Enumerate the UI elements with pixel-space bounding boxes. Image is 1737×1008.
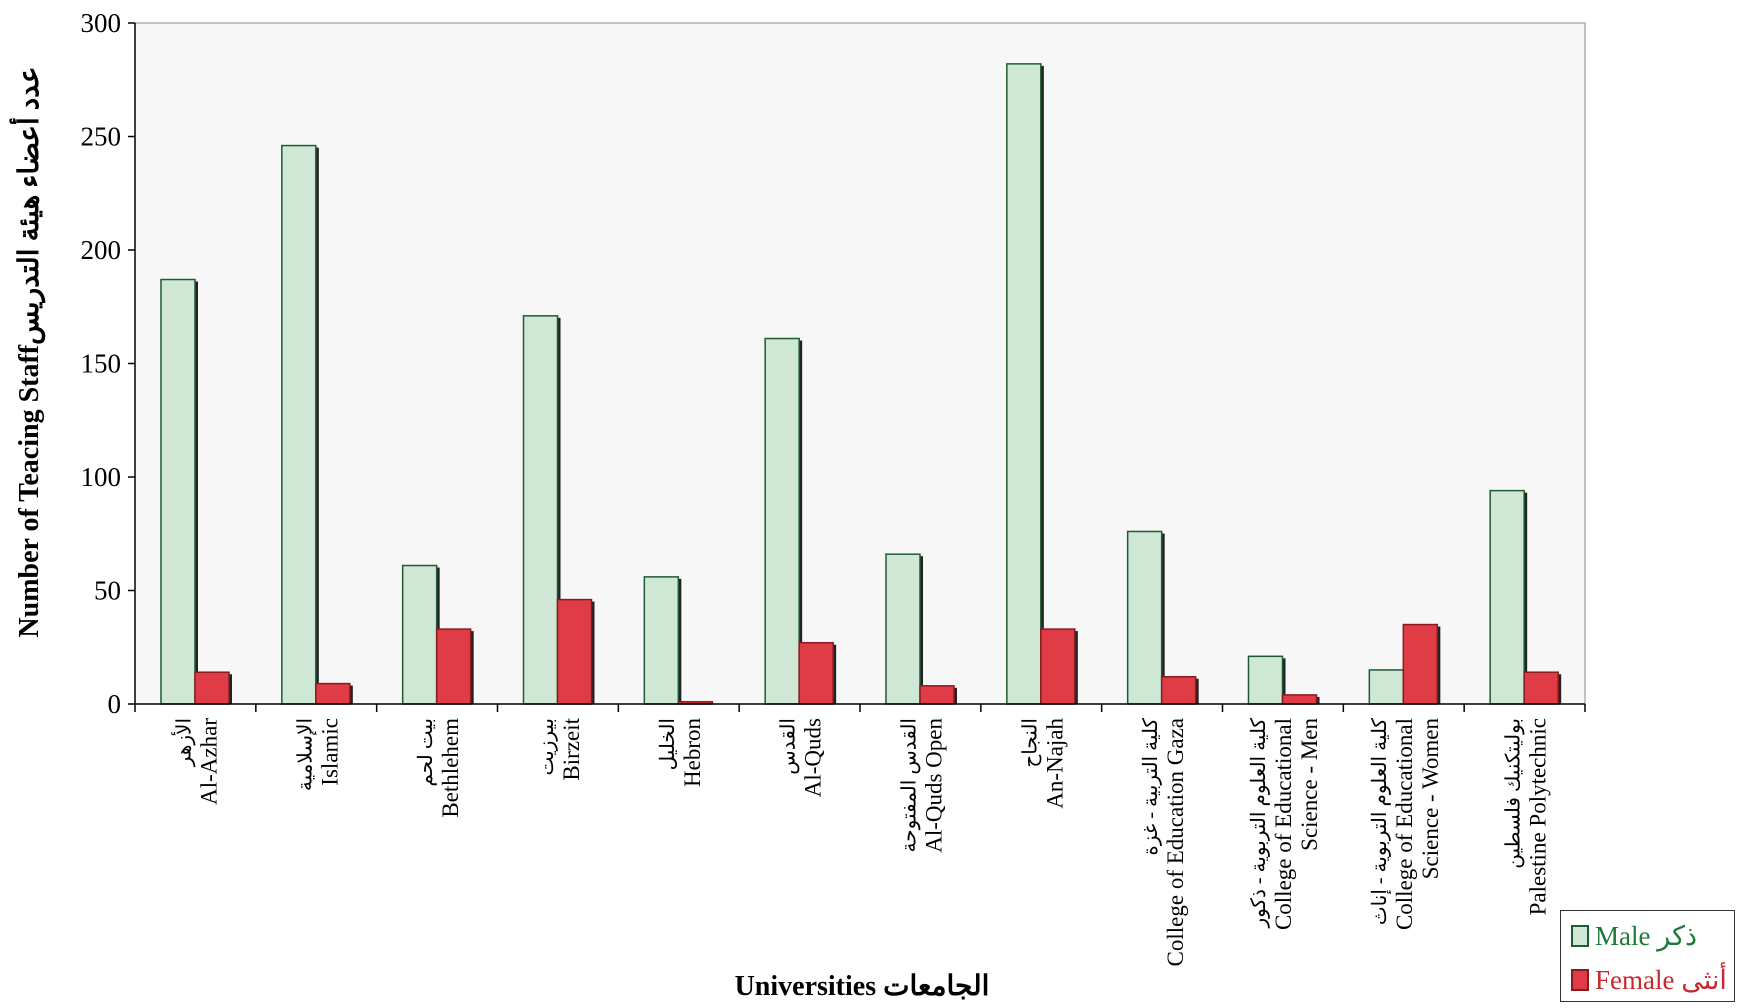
bar-male-9 bbox=[1249, 656, 1283, 704]
bar-female-0 bbox=[195, 672, 229, 704]
y-tick-label: 250 bbox=[81, 122, 122, 152]
x-category-label-en: Science - Men bbox=[1297, 718, 1322, 851]
male-swatch-icon bbox=[1571, 925, 1589, 947]
bar-male-11 bbox=[1490, 491, 1524, 704]
x-category-label-ar: بيت لحم bbox=[415, 718, 437, 787]
bar-female-5 bbox=[799, 643, 833, 704]
x-category-label-en: College of Educational bbox=[1271, 718, 1296, 930]
x-category-label-ar: بيرزيت bbox=[536, 718, 558, 776]
bar-male-5 bbox=[765, 339, 799, 704]
y-tick-label: 100 bbox=[81, 462, 122, 492]
bar-male-1 bbox=[282, 146, 316, 704]
female-swatch-icon bbox=[1571, 969, 1589, 991]
bar-female-11 bbox=[1524, 672, 1558, 704]
x-category-label-en: Science - Women bbox=[1418, 718, 1443, 880]
x-category-label-en: College of Educational bbox=[1392, 718, 1417, 930]
x-category-label-ar: القدس bbox=[778, 718, 800, 775]
bar-female-8 bbox=[1162, 677, 1196, 704]
y-tick-label: 50 bbox=[94, 576, 121, 606]
x-category-label-en: College of Education Gaza bbox=[1163, 718, 1188, 966]
bar-male-3 bbox=[524, 316, 558, 704]
y-tick-label: 150 bbox=[81, 349, 122, 379]
x-category-label-ar: الإسلامية bbox=[294, 718, 317, 791]
x-category-label-en: Islamic bbox=[317, 718, 342, 786]
x-category-label-ar: كلية العلوم التربوية - ذكور bbox=[1248, 718, 1270, 929]
plot-area bbox=[135, 23, 1585, 704]
x-category-label-en: An-Najah bbox=[1042, 718, 1067, 809]
x-category-label-ar: كلية العلوم التربوية - إناث bbox=[1369, 718, 1392, 926]
y-tick-label: 200 bbox=[81, 235, 122, 265]
bar-female-1 bbox=[316, 684, 350, 704]
bar-female-7 bbox=[1041, 629, 1075, 704]
x-axis-label: Universities الجامعات bbox=[735, 971, 990, 1002]
x-category-label-en: Al-Azhar bbox=[196, 718, 221, 805]
x-category-label-ar: النجاح bbox=[1019, 718, 1041, 768]
y-tick-label: 300 bbox=[81, 8, 122, 38]
bar-male-4 bbox=[644, 577, 678, 704]
bar-male-2 bbox=[403, 566, 437, 704]
bar-male-0 bbox=[161, 280, 195, 704]
x-category-label-ar: الأزهر bbox=[170, 718, 195, 767]
y-axis-label: Number of Teacing Staffعدد أعضاء هيئة ال… bbox=[10, 66, 46, 637]
x-category-label-en: Al-Quds Open bbox=[921, 718, 946, 853]
bar-male-10 bbox=[1369, 670, 1403, 704]
bar-female-10 bbox=[1403, 625, 1437, 704]
y-tick-label: 0 bbox=[108, 689, 122, 719]
x-category-label-en: Hebron bbox=[680, 718, 705, 787]
x-category-label-ar: القدس المفتوحة bbox=[898, 718, 920, 852]
legend: Male ذكر Female أنثى bbox=[1560, 910, 1735, 1002]
x-category-label-ar: كلية التربية - غزة bbox=[1140, 718, 1162, 856]
legend-item-female: Female أنثى bbox=[1571, 965, 1727, 995]
bar-male-6 bbox=[886, 554, 920, 704]
bar-female-2 bbox=[437, 629, 471, 704]
legend-label-male: Male ذكر bbox=[1595, 921, 1697, 952]
x-category-label-en: Palestine Polytechnic bbox=[1526, 718, 1551, 915]
bar-male-7 bbox=[1007, 64, 1041, 704]
x-category-label-ar: الخليل bbox=[657, 718, 679, 770]
x-category-label-en: Al-Quds bbox=[801, 718, 826, 797]
bar-female-9 bbox=[1283, 695, 1317, 704]
x-category-label-ar: بوليتكنيك فلسطين bbox=[1503, 718, 1525, 869]
bar-female-6 bbox=[920, 686, 954, 704]
x-category-label-en: Birzeit bbox=[559, 717, 584, 780]
x-category-label-en: Bethlehem bbox=[438, 718, 463, 818]
legend-label-female: Female أنثى bbox=[1595, 965, 1727, 996]
legend-item-male: Male ذكر bbox=[1571, 921, 1697, 951]
bar-male-8 bbox=[1128, 531, 1162, 704]
bar-female-3 bbox=[558, 600, 592, 704]
